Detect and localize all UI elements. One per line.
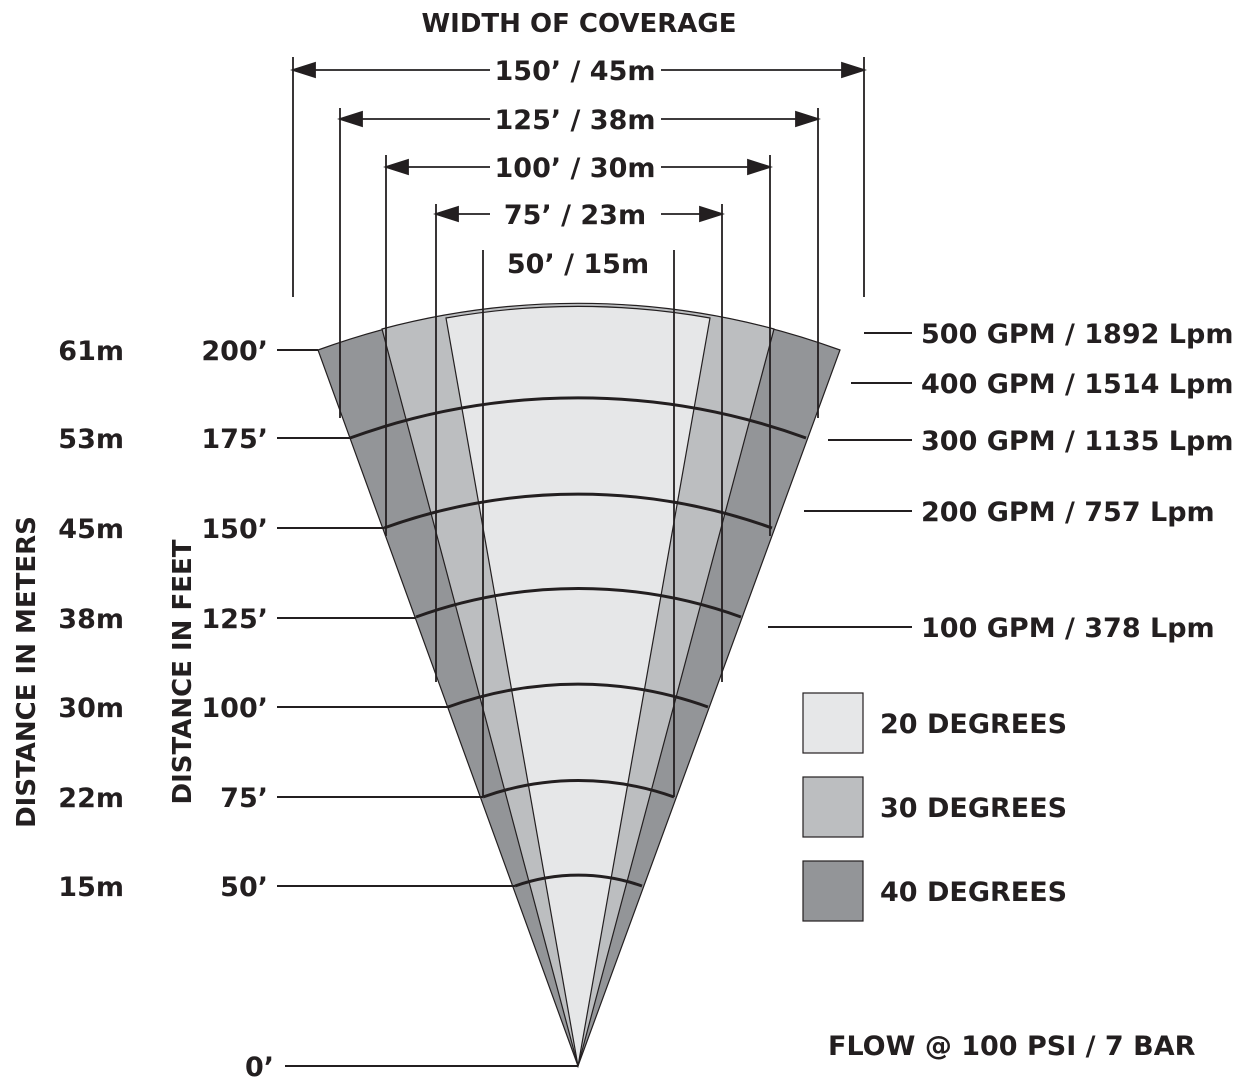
width-label-75: 75’ / 23m [504,200,646,231]
feet-labels: 200’ 175’ 150’ 125’ 100’ 75’ 50’ 0’ [201,336,274,1078]
arc-125 [415,587,742,619]
meter-tick-22: 22m [58,783,124,814]
distance-leaders [277,349,578,1067]
arc-75 [482,779,675,799]
flow-pressure-note: FLOW @ 100 PSI / 7 BAR [828,1031,1196,1062]
sector-20-degrees [445,305,711,1067]
arc-175 [349,396,807,440]
width-arrows [290,61,867,223]
arc-100 [447,682,709,709]
feet-tick-100: 100’ [201,693,268,724]
legend-label-20: 20 DEGREES [880,709,1067,740]
diagram-title: WIDTH OF COVERAGE [421,9,736,39]
meter-tick-45: 45m [58,514,124,545]
feet-tick-125: 125’ [201,604,268,635]
flow-label-100: 100 GPM / 378 Lpm [921,613,1215,644]
feet-tick-0: 0’ [245,1052,274,1078]
legend-swatch-20 [802,692,864,754]
flow-label-300: 300 GPM / 1135 Lpm [921,426,1233,457]
flow-label-200: 200 GPM / 757 Lpm [921,497,1215,528]
flow-leaders [768,332,912,628]
meter-tick-38: 38m [58,604,124,635]
feet-tick-200: 200’ [201,336,268,367]
meter-tick-61: 61m [58,336,124,367]
flow-label-400: 400 GPM / 1514 Lpm [921,369,1233,400]
feet-tick-175: 175’ [201,424,268,455]
width-guide-lines [292,57,865,797]
width-label-125: 125’ / 38m [495,105,656,136]
arc-50 [514,873,643,888]
feet-tick-150: 150’ [201,514,268,545]
legend: 20 DEGREES 30 DEGREES 40 DEGREES [802,692,1067,922]
legend-label-40: 40 DEGREES [880,877,1067,908]
feet-tick-75: 75’ [220,783,268,814]
meter-tick-30: 30m [58,693,124,724]
legend-label-30: 30 DEGREES [880,793,1067,824]
meter-labels: 61m 53m 45m 38m 30m 22m 15m [58,336,124,903]
meter-tick-15: 15m [58,872,124,903]
distance-feet-axis-title: DISTANCE IN FEET [168,539,198,804]
width-label-100: 100’ / 30m [495,153,656,184]
distance-meters-axis-title: DISTANCE IN METERS [12,516,42,828]
meter-tick-53: 53m [58,424,124,455]
width-label-150: 150’ / 45m [495,56,656,87]
flow-label-500: 500 GPM / 1892 Lpm [921,319,1233,350]
feet-tick-50: 50’ [220,872,268,903]
legend-swatch-30 [802,776,864,838]
flow-labels: 500 GPM / 1892 Lpm 400 GPM / 1514 Lpm 30… [921,319,1233,644]
width-label-50: 50’ / 15m [507,249,649,280]
legend-swatch-40 [802,860,864,922]
